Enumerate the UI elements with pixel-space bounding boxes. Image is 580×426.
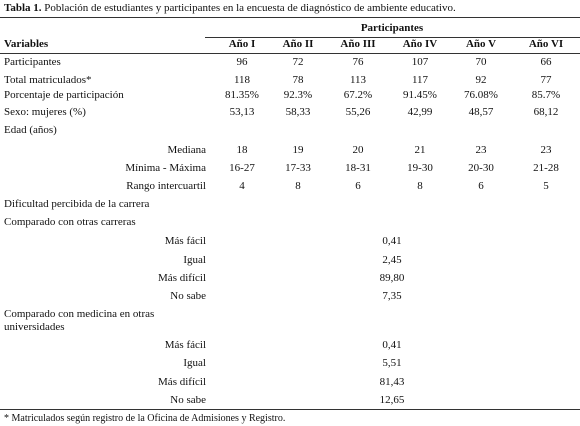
cell: 81,43 — [379, 376, 405, 388]
cell: 53,13 — [229, 106, 255, 118]
cell: 4 — [239, 180, 245, 192]
row-label: Más difícil — [158, 272, 206, 284]
cell: 72 — [292, 56, 304, 68]
footnote: * Matriculados según registro de la Ofic… — [4, 413, 286, 424]
cell: 42,99 — [407, 106, 433, 118]
cell: 21-28 — [533, 162, 559, 174]
cell: 17-33 — [285, 162, 311, 174]
row-label: Sexo: mujeres (%) — [4, 106, 86, 118]
cell: 113 — [349, 74, 367, 86]
rule — [0, 17, 580, 18]
cell: 67.2% — [343, 89, 373, 101]
row-label: Igual — [183, 357, 206, 369]
cell: 5 — [543, 180, 549, 192]
row-label: Más fácil — [164, 235, 206, 247]
row-label: Mediana — [167, 144, 206, 156]
row-label: No sabe — [170, 290, 206, 302]
cell: 92 — [475, 74, 487, 86]
cell: 58,33 — [285, 106, 311, 118]
column-header: Año II — [282, 38, 314, 50]
cell: 16-27 — [229, 162, 255, 174]
cell: 91.45% — [403, 89, 437, 101]
cell: 55,26 — [345, 106, 371, 118]
column-header: Año I — [228, 38, 256, 50]
cell: 5,51 — [382, 357, 402, 369]
cell: 23 — [475, 144, 487, 156]
cell: 19 — [292, 144, 304, 156]
cell: 92.3% — [283, 89, 313, 101]
cell: 107 — [411, 56, 429, 68]
row-label: Rango intercuartil — [126, 180, 206, 192]
row-label: No sabe — [170, 394, 206, 406]
cell: 8 — [417, 180, 423, 192]
caption-label: Tabla 1. — [4, 2, 42, 14]
cell: 0,41 — [382, 339, 402, 351]
cell: 81.35% — [225, 89, 259, 101]
cell: 117 — [411, 74, 429, 86]
cell: 48,57 — [468, 106, 494, 118]
row-label: Más difícil — [158, 376, 206, 388]
cell: 23 — [540, 144, 552, 156]
cell: 89,80 — [379, 272, 405, 284]
group-label: Comparado con medicina en otras universi… — [4, 308, 155, 333]
rule — [0, 409, 580, 410]
row-label: Participantes — [4, 56, 61, 68]
row-label: Igual — [183, 254, 206, 266]
group-header: Participantes — [360, 22, 424, 34]
column-header: Variables — [4, 38, 49, 50]
cell: 18-31 — [345, 162, 371, 174]
cell: 2,45 — [382, 254, 402, 266]
row-label: Mínima - Máxima — [125, 162, 206, 174]
cell: 0,41 — [382, 235, 402, 247]
column-header: Año VI — [528, 38, 564, 50]
caption-text: Población de estudiantes y participantes… — [44, 2, 456, 14]
cell: 7,35 — [382, 290, 402, 302]
cell: 70 — [475, 56, 487, 68]
row-label: Total matriculados* — [4, 74, 92, 86]
cell: 66 — [540, 56, 552, 68]
row-label: Porcentaje de participación — [4, 89, 124, 101]
column-header: Año IV — [402, 38, 438, 50]
cell: 118 — [233, 74, 251, 86]
column-header: Año III — [340, 38, 376, 50]
cell: 12,65 — [379, 394, 405, 406]
section-label: Edad (años) — [4, 124, 57, 136]
cell: 21 — [414, 144, 426, 156]
cell: 6 — [478, 180, 484, 192]
section-label: Dificultad percibida de la carrera — [4, 198, 150, 210]
cell: 68,12 — [533, 106, 559, 118]
cell: 20-30 — [468, 162, 494, 174]
cell: 77 — [540, 74, 552, 86]
cell: 76.08% — [464, 89, 498, 101]
column-header: Año V — [465, 38, 497, 50]
cell: 6 — [355, 180, 361, 192]
row-label: Más fácil — [164, 339, 206, 351]
group-label: Comparado con otras carreras — [4, 216, 136, 228]
cell: 19-30 — [407, 162, 433, 174]
cell: 78 — [292, 74, 304, 86]
cell: 8 — [295, 180, 301, 192]
cell: 76 — [352, 56, 364, 68]
cell: 96 — [236, 56, 248, 68]
cell: 85.7% — [531, 89, 561, 101]
rule — [205, 37, 580, 38]
caption: Tabla 1. Población de estudiantes y part… — [4, 2, 456, 15]
rule — [0, 53, 580, 54]
cell: 20 — [352, 144, 364, 156]
cell: 18 — [236, 144, 248, 156]
